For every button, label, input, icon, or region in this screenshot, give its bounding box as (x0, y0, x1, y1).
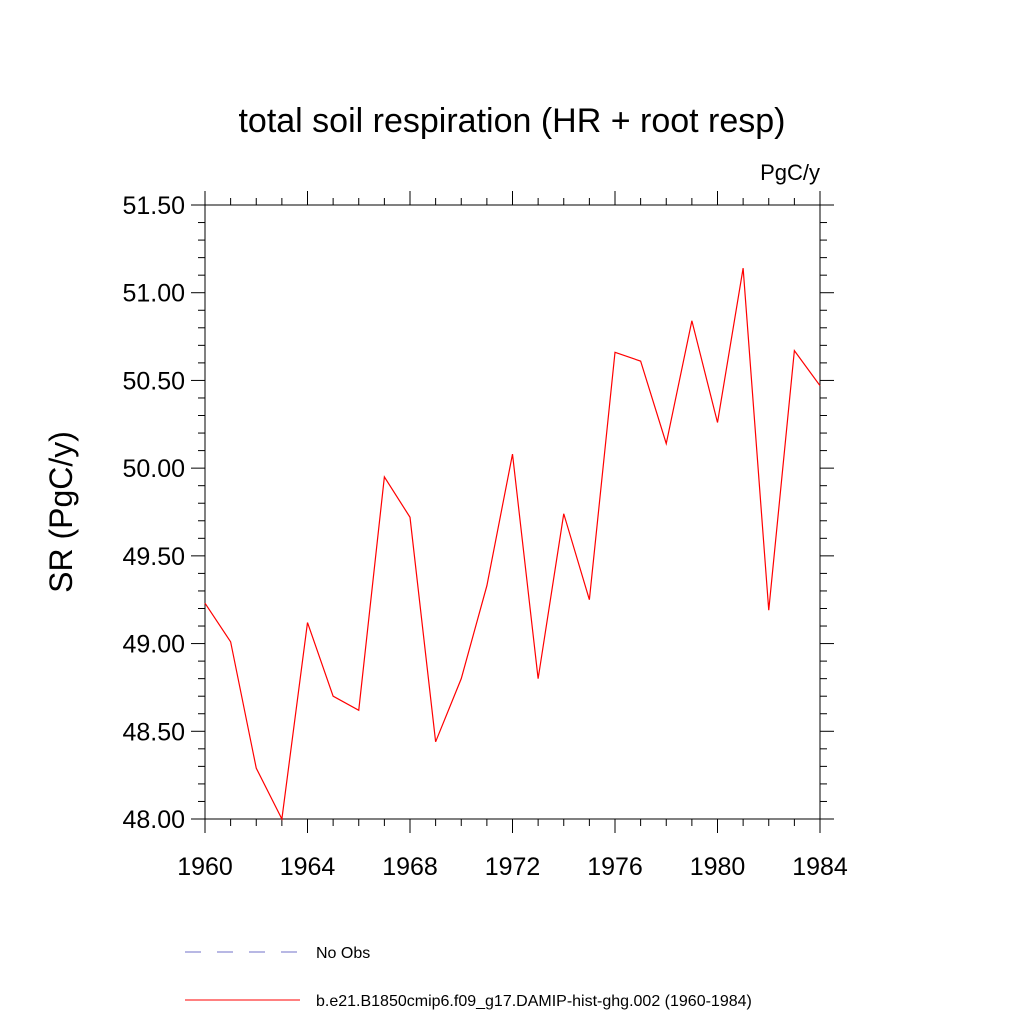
x-tick-label: 1984 (792, 853, 848, 881)
y-axis-label: SR (PgC/y) (43, 431, 79, 593)
y-tick-label: 51.50 (122, 192, 185, 220)
y-tick-label: 48.00 (122, 806, 185, 834)
units-label: PgC/y (760, 160, 820, 185)
x-tick-label: 1968 (382, 853, 438, 881)
x-tick-label: 1976 (587, 853, 643, 881)
chart-title: total soil respiration (HR + root resp) (238, 102, 785, 140)
x-tick-label: 1964 (280, 853, 336, 881)
y-tick-label: 51.00 (122, 280, 185, 308)
x-tick-label: 1980 (690, 853, 746, 881)
plot-frame (204, 204, 821, 820)
y-tick-label: 50.00 (122, 455, 185, 483)
y-tick-label: 49.50 (122, 543, 185, 571)
legend-label: b.e21.B1850cmip6.f09_g17.DAMIP-hist-ghg.… (316, 993, 752, 1010)
data-line (204, 268, 821, 822)
x-tick-label: 1972 (485, 853, 541, 881)
y-tick-label: 49.00 (122, 631, 185, 659)
x-tick-label: 1960 (177, 853, 233, 881)
y-tick-label: 48.50 (122, 718, 185, 746)
legend-label: No Obs (316, 945, 370, 962)
y-tick-label: 50.50 (122, 367, 185, 395)
